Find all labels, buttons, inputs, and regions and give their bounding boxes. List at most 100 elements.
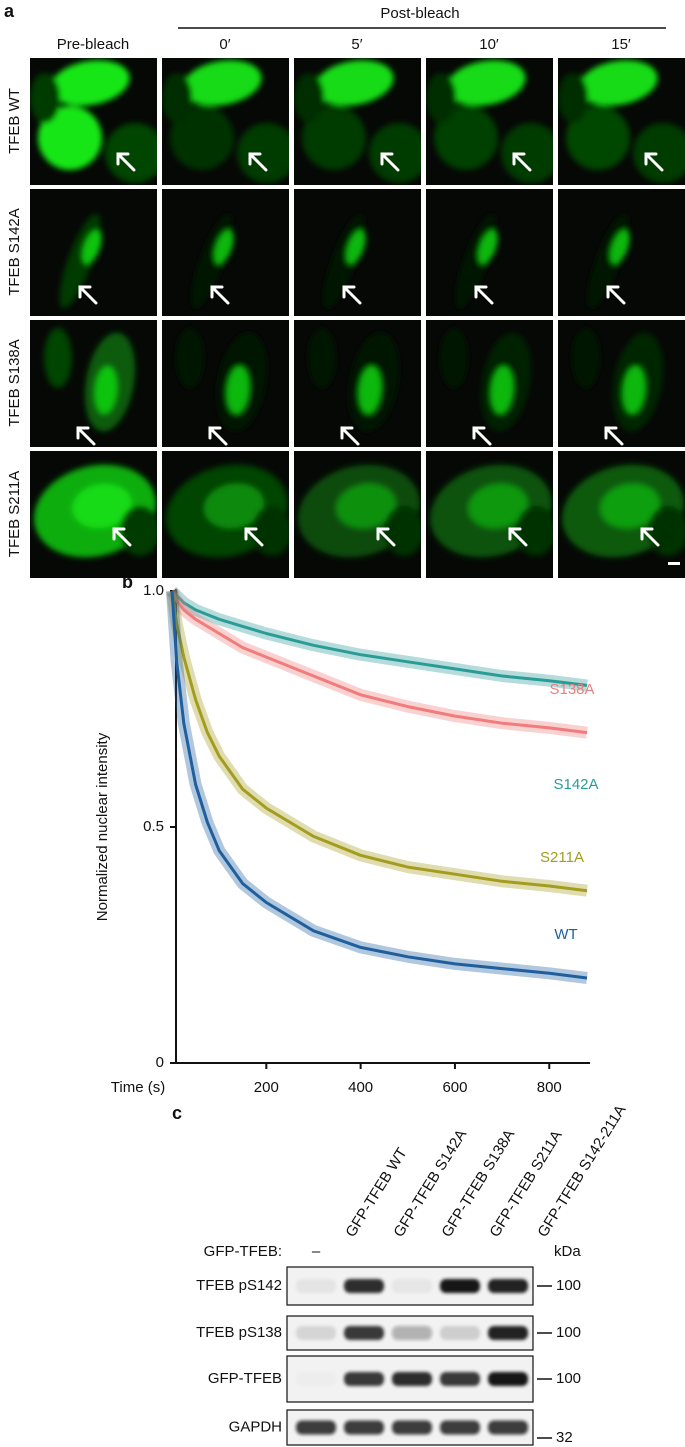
series-label: S142A bbox=[553, 776, 598, 793]
cell bbox=[633, 123, 685, 183]
series-label: S138A bbox=[549, 681, 594, 698]
cell bbox=[50, 60, 130, 106]
arrow bbox=[244, 527, 264, 547]
marker-label: 100 bbox=[556, 1277, 581, 1294]
arrow bbox=[248, 152, 268, 172]
lane-label: GFP-TFEB S142-211A bbox=[534, 1102, 629, 1240]
cell bbox=[468, 483, 528, 529]
series-label: S211A bbox=[540, 849, 584, 866]
marker-label: 32 bbox=[556, 1429, 573, 1446]
cells bbox=[162, 60, 289, 183]
arrow bbox=[342, 285, 362, 305]
micrograph bbox=[30, 451, 157, 578]
cell bbox=[105, 123, 157, 183]
cells bbox=[297, 464, 421, 558]
kda-label: kDa bbox=[554, 1243, 581, 1260]
band bbox=[296, 1326, 336, 1340]
band bbox=[488, 1372, 528, 1386]
band bbox=[392, 1326, 432, 1340]
micrograph bbox=[30, 58, 157, 185]
cells bbox=[572, 328, 664, 432]
cell bbox=[214, 229, 234, 265]
micrograph bbox=[558, 320, 685, 447]
cell bbox=[176, 328, 204, 388]
cell bbox=[204, 483, 264, 529]
band bbox=[440, 1326, 480, 1340]
cell bbox=[30, 73, 60, 123]
cell bbox=[610, 229, 630, 265]
micrograph bbox=[426, 189, 553, 316]
row-label: TFEB S211A bbox=[6, 471, 23, 557]
blot-label: GAPDH bbox=[229, 1418, 282, 1435]
cell bbox=[434, 106, 498, 170]
band bbox=[488, 1279, 528, 1293]
marker-label: 100 bbox=[556, 1324, 581, 1341]
band bbox=[296, 1420, 336, 1435]
micrograph bbox=[558, 451, 685, 578]
column-label: 5′ bbox=[351, 36, 362, 53]
band bbox=[344, 1326, 384, 1340]
panel-label: c bbox=[172, 1103, 182, 1123]
cell bbox=[358, 366, 382, 414]
micrograph bbox=[294, 320, 421, 447]
cells bbox=[30, 60, 157, 183]
band bbox=[488, 1326, 528, 1340]
cells bbox=[440, 328, 532, 432]
cell bbox=[478, 229, 498, 265]
band bbox=[392, 1279, 432, 1293]
micrograph bbox=[426, 58, 553, 185]
band bbox=[392, 1420, 432, 1435]
arrow bbox=[78, 285, 98, 305]
cell bbox=[170, 106, 234, 170]
y-tick-label: 1.0 bbox=[143, 582, 164, 599]
cell bbox=[94, 366, 118, 414]
y-tick-label: 0 bbox=[156, 1054, 164, 1071]
cell bbox=[72, 483, 132, 529]
x-tick-label: 200 bbox=[254, 1079, 279, 1096]
cell bbox=[38, 106, 102, 170]
micrograph bbox=[294, 451, 421, 578]
band bbox=[488, 1420, 528, 1435]
arrow bbox=[508, 527, 528, 547]
micrograph bbox=[426, 320, 553, 447]
band bbox=[344, 1279, 384, 1293]
arrow bbox=[640, 527, 660, 547]
micrograph bbox=[30, 320, 157, 447]
cell bbox=[182, 60, 262, 106]
micrograph bbox=[162, 58, 289, 185]
cell bbox=[162, 73, 192, 123]
arrow bbox=[512, 152, 532, 172]
cells bbox=[33, 464, 157, 558]
micrograph bbox=[162, 320, 289, 447]
column-label: 15′ bbox=[611, 36, 631, 53]
y-axis-label: Normalized nuclear intensity bbox=[94, 732, 111, 921]
micrograph bbox=[426, 451, 553, 578]
series-line bbox=[170, 590, 588, 735]
arrow bbox=[210, 285, 230, 305]
cell bbox=[226, 366, 250, 414]
arrow bbox=[376, 527, 396, 547]
band bbox=[440, 1372, 480, 1386]
panel-label: a bbox=[4, 1, 15, 21]
micrograph bbox=[294, 58, 421, 185]
panel-label: b bbox=[122, 572, 133, 592]
cell bbox=[314, 60, 394, 106]
cell bbox=[346, 229, 366, 265]
band bbox=[440, 1279, 480, 1293]
cell bbox=[600, 483, 660, 529]
post-bleach-header: Post-bleach bbox=[380, 5, 459, 22]
micrograph bbox=[294, 189, 421, 316]
cell bbox=[336, 483, 396, 529]
micrograph bbox=[558, 189, 685, 316]
cell bbox=[426, 73, 456, 123]
cell bbox=[622, 366, 646, 414]
cell bbox=[308, 328, 336, 388]
cell bbox=[120, 506, 157, 556]
cell bbox=[384, 506, 421, 556]
column-label: 10′ bbox=[479, 36, 499, 53]
cells bbox=[308, 328, 400, 432]
blot-label: TFEB pS142 bbox=[196, 1277, 282, 1294]
micrograph bbox=[558, 58, 685, 185]
cells bbox=[587, 213, 630, 309]
arrow bbox=[474, 285, 494, 305]
